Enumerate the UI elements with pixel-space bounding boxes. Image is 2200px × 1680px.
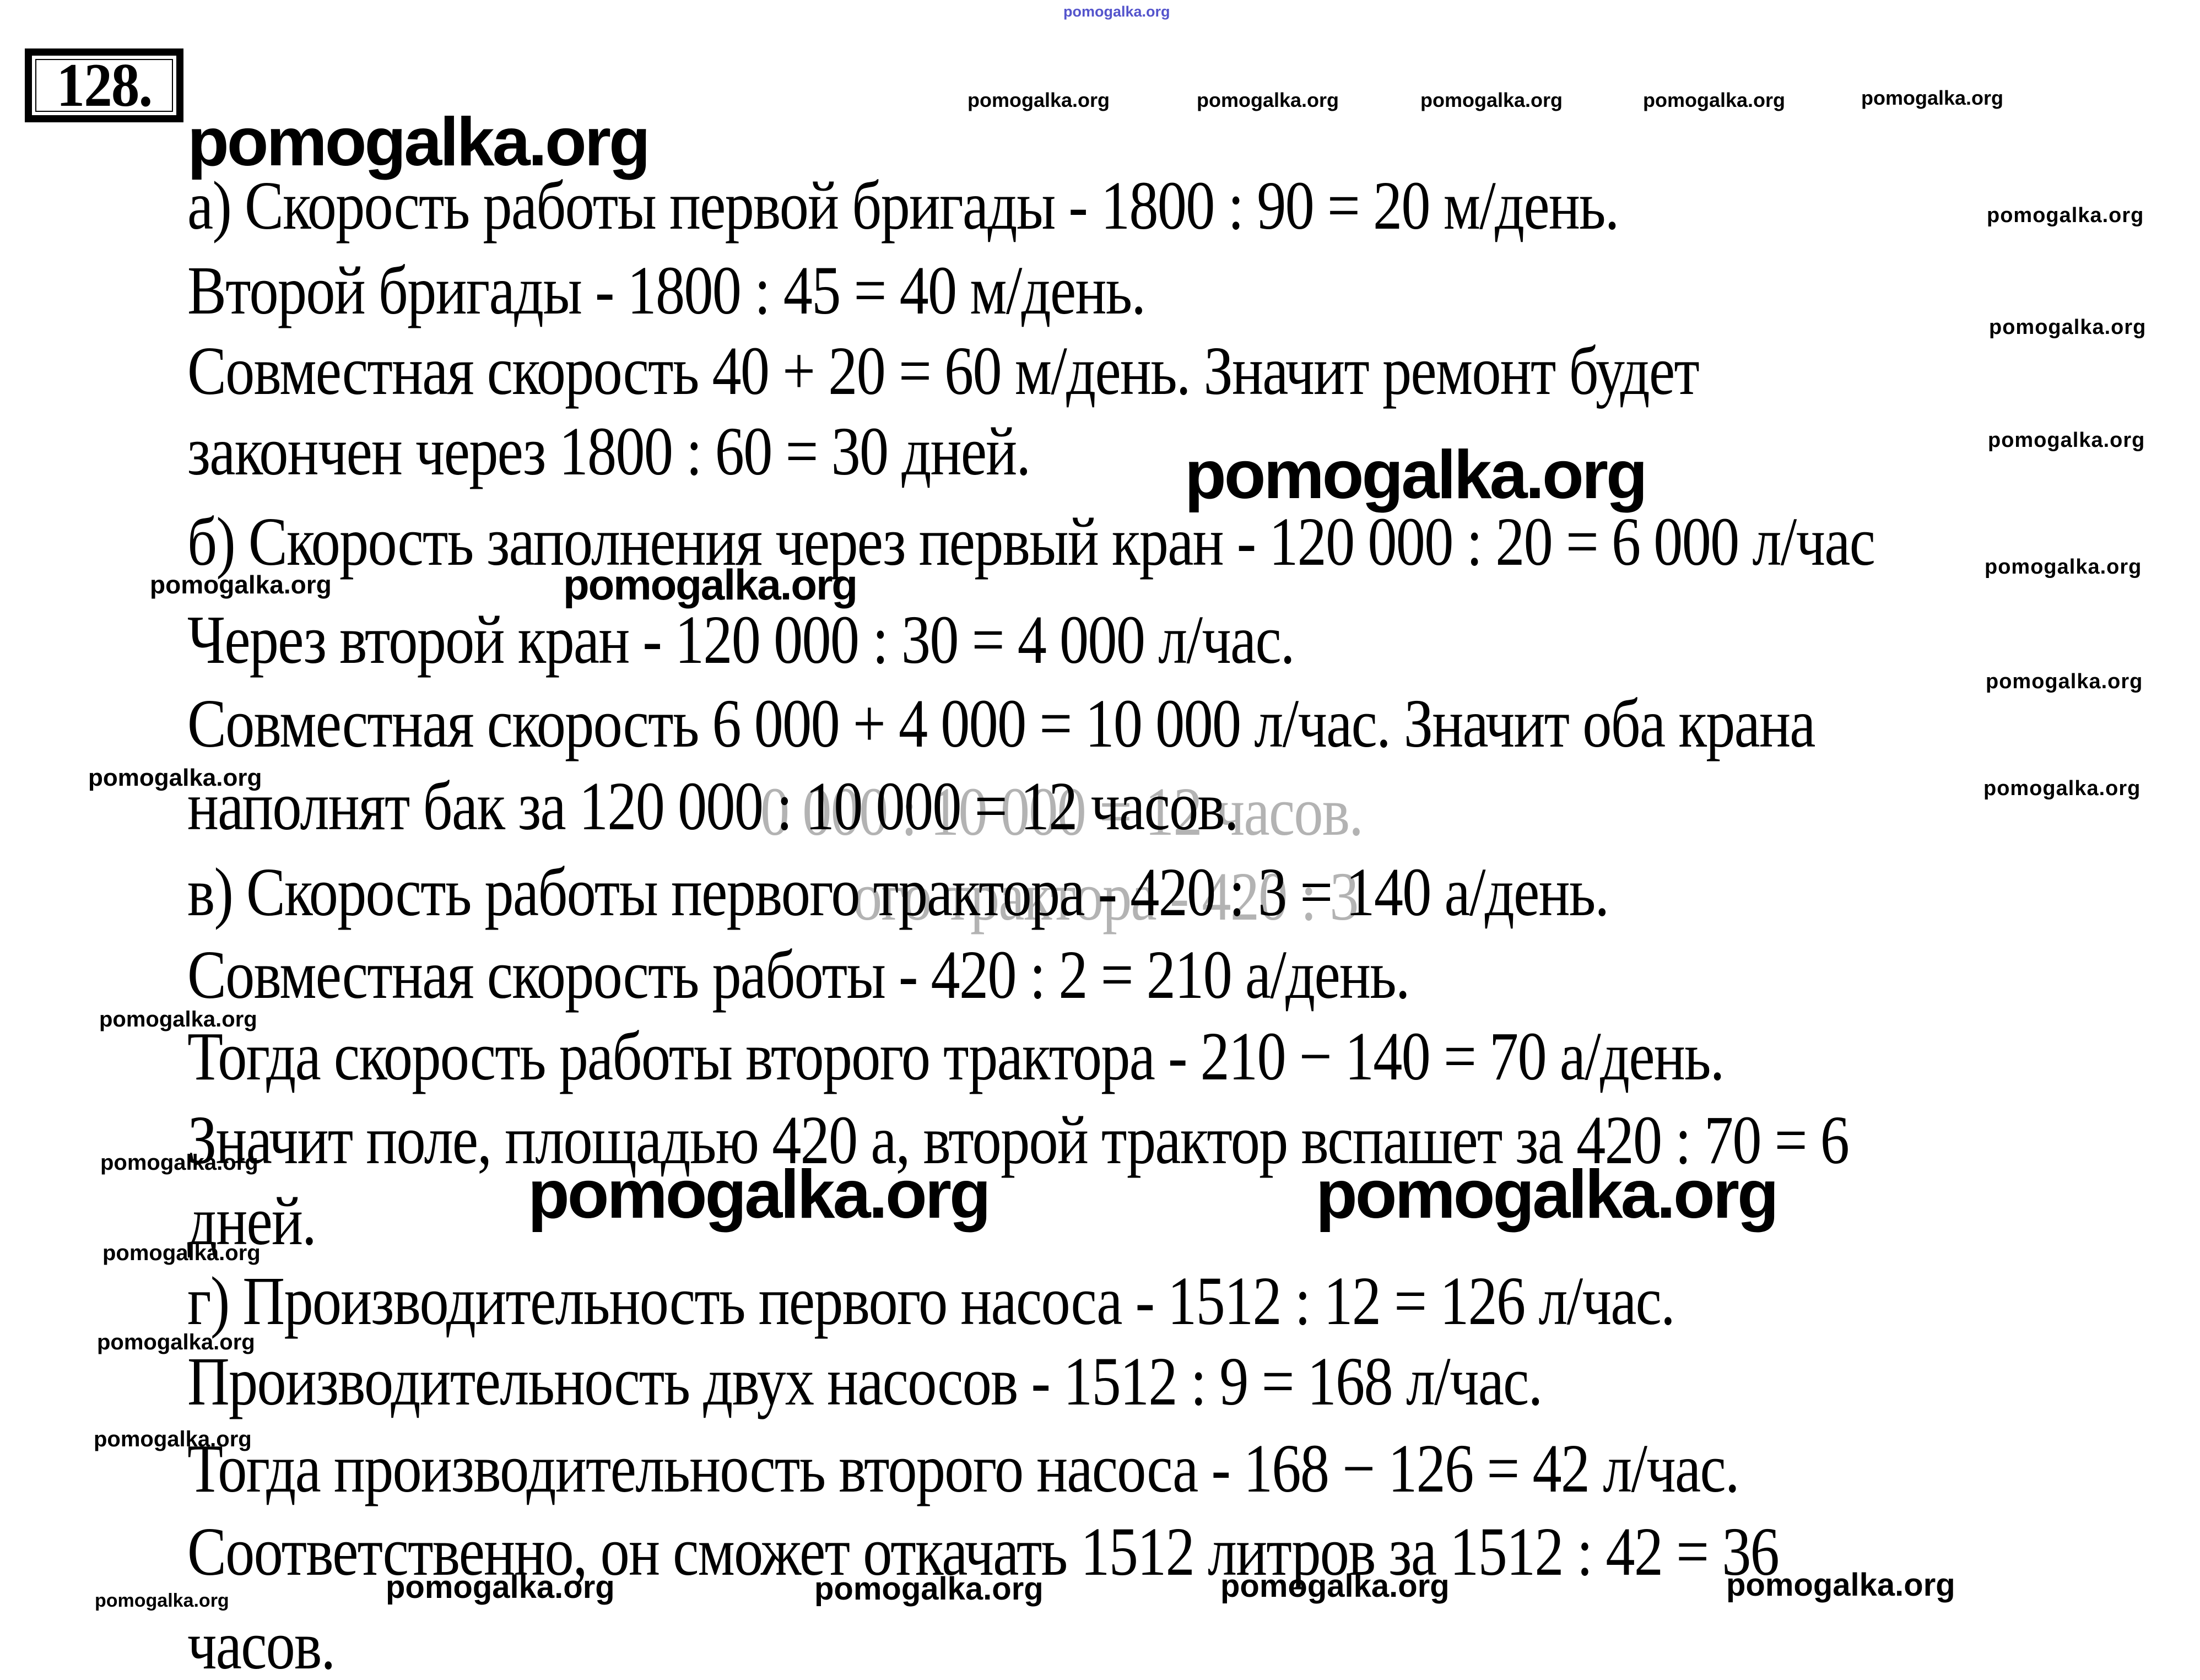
watermark-right-column: pomogalka.org	[1987, 204, 2144, 227]
watermark-right-column: pomogalka.org	[1983, 777, 2141, 800]
watermark-bottom-row: pomogalka.org	[386, 1569, 615, 1605]
solution-line: Через второй кран - 120 000 : 30 = 4 000…	[187, 602, 1295, 678]
solution-line: дней.	[187, 1184, 317, 1260]
solution-line: Производительность двух насосов - 1512 :…	[187, 1344, 1543, 1420]
solution-line: б) Скорость заполнения через первый кран…	[187, 504, 1875, 580]
watermark-top-row: pomogalka.org	[1197, 89, 1339, 111]
watermark-left-column: pomogalka.org	[150, 570, 332, 599]
watermark-left-column: pomogalka.org	[102, 1241, 261, 1265]
solution-line: Тогда скорость работы второго трактора -…	[187, 1019, 1725, 1095]
solution-line: г) Производительность первого насоса - 1…	[187, 1263, 1675, 1339]
watermark-inline-big: pomogalka.org	[1185, 437, 1648, 513]
ghost-text-line9: ого трактора - 420 : 3	[853, 859, 1359, 935]
solution-line: Совместная скорость работы - 420 : 2 = 2…	[187, 937, 1410, 1013]
watermark-top-row: pomogalka.org	[1420, 89, 1563, 111]
solution-line: наполнят бак за 120 000 : 10 000 = 12 ча…	[187, 769, 1239, 845]
watermark-right-column: pomogalka.org	[1989, 316, 2147, 339]
watermark-left-column: pomogalka.org	[99, 1007, 257, 1031]
ghost-text-line8: 0 000 : 10 000 = 12 часов.	[760, 774, 1364, 850]
solution-line: Второй бригады - 1800 : 45 = 40 м/день.	[187, 253, 1146, 329]
watermark-top-row: pomogalka.org	[1643, 89, 1786, 111]
watermark-top-row: pomogalka.org	[967, 89, 1110, 111]
watermark-right-column: pomogalka.org	[1986, 670, 2143, 693]
solution-line: часов.	[187, 1608, 336, 1680]
watermark-mid-big: pomogalka.org	[528, 1157, 991, 1233]
watermark-heading: pomogalka.org	[187, 104, 651, 180]
watermark-left-column: pomogalka.org	[100, 1150, 258, 1175]
watermark-mid-big: pomogalka.org	[1316, 1157, 1779, 1233]
problem-number-box: 128.	[25, 48, 183, 122]
solution-line: а) Скорость работы первой бригады - 1800…	[187, 168, 1619, 244]
watermark-right-column: pomogalka.org	[1988, 429, 2145, 452]
watermark-left-column: pomogalka.org	[94, 1427, 252, 1451]
solution-line: Соответственно, он сможет откачать 1512 …	[187, 1514, 1780, 1590]
solution-line: закончен через 1800 : 60 = 30 дней.	[187, 414, 1031, 490]
solution-line: Совместная скорость 40 + 20 = 60 м/день.…	[187, 333, 1700, 409]
solution-line: в) Скорость работы первого трактора - 42…	[187, 855, 1609, 931]
watermark-left-column: pomogalka.org	[88, 764, 262, 791]
watermark-bottom-left: pomogalka.org	[95, 1590, 229, 1611]
watermark-tiny-blue: pomogalka.org	[1063, 3, 1170, 20]
watermark-left-column: pomogalka.org	[97, 1330, 255, 1354]
watermark-bottom-row: pomogalka.org	[1726, 1567, 1955, 1603]
watermark-medium: pomogalka.org	[563, 560, 858, 609]
watermark-right-column: pomogalka.org	[1985, 555, 2142, 579]
watermark-bottom-row: pomogalka.org	[814, 1571, 1044, 1607]
problem-number: 128.	[56, 51, 153, 120]
watermark-bottom-row: pomogalka.org	[1220, 1568, 1450, 1604]
watermark-top-row: pomogalka.org	[1861, 87, 2004, 109]
solution-line: Значит поле, площадью 420 а, второй трак…	[187, 1103, 1850, 1179]
solution-line: Тогда производительность второго насоса …	[187, 1431, 1740, 1507]
solution-line: Совместная скорость 6 000 + 4 000 = 10 0…	[187, 686, 1815, 762]
